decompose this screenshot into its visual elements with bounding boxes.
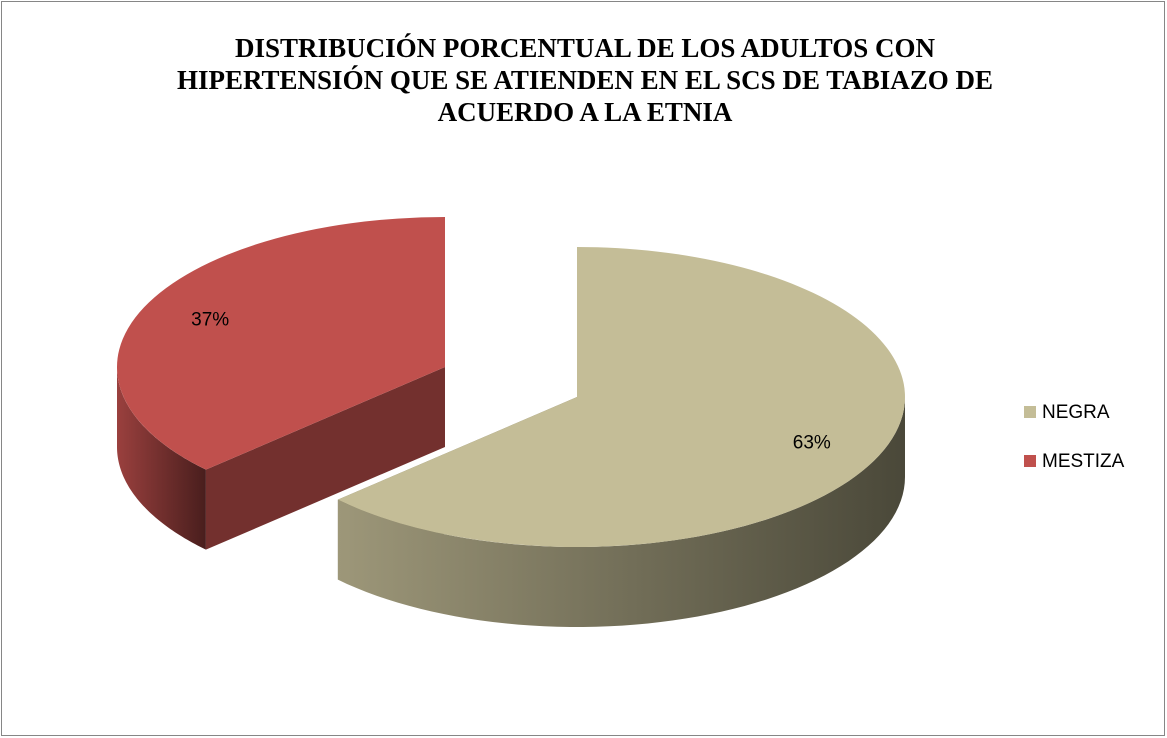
slice (116, 217, 445, 470)
slice-wall (117, 367, 206, 550)
legend-swatch (1024, 406, 1036, 418)
slice (337, 247, 905, 547)
legend-label: MESTIZA (1042, 451, 1125, 472)
slice-side (205, 367, 445, 550)
legend-label: NEGRA (1042, 402, 1110, 423)
data-label: 37% (191, 310, 229, 331)
data-label: 63% (793, 432, 831, 453)
slice-wall (337, 397, 905, 627)
legend-swatch (1024, 455, 1036, 467)
chart-title: DISTRIBUCIÓN PORCENTUAL DE LOS ADULTOS C… (176, 33, 994, 127)
